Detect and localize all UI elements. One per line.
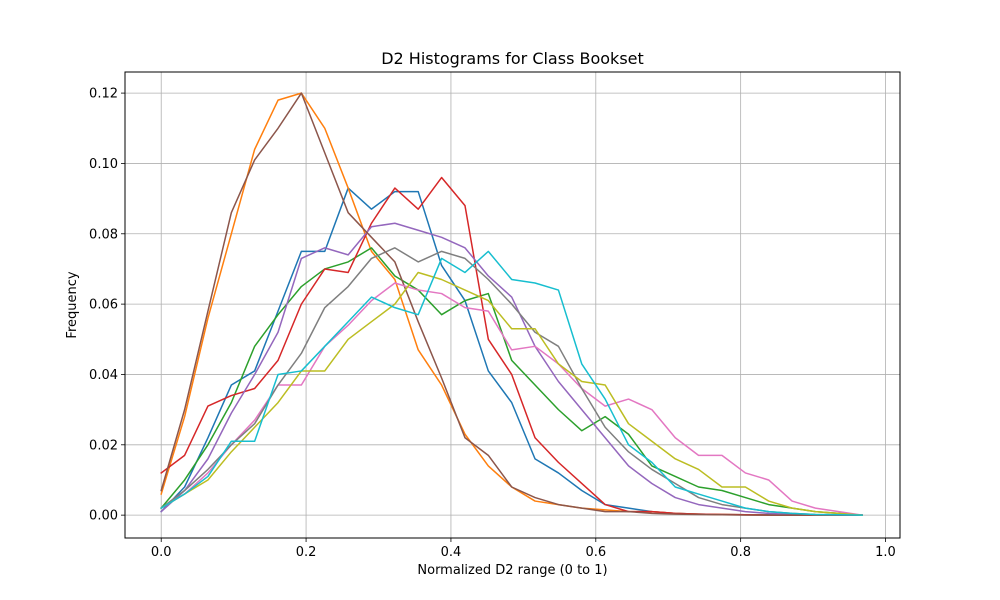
y-tick-label: 0.06 xyxy=(89,298,118,313)
x-axis-label: Normalized D2 range (0 to 1) xyxy=(417,563,607,578)
y-tick-label: 0.02 xyxy=(89,438,118,453)
plot-area-frame xyxy=(124,71,901,539)
x-tick-label: 0.4 xyxy=(441,545,462,560)
series-line-5 xyxy=(160,222,863,516)
y-tick-label: 0.04 xyxy=(89,368,118,383)
x-tick-label: 0.8 xyxy=(730,545,751,560)
y-tick-label: 0.12 xyxy=(89,87,118,102)
y-tick-label: 0.00 xyxy=(89,509,118,524)
data-series xyxy=(160,92,863,516)
series-line-6 xyxy=(160,92,863,516)
x-tick-label: 1.0 xyxy=(875,545,896,560)
y-tick-label: 0.08 xyxy=(89,227,118,242)
grid-lines xyxy=(125,72,900,538)
y-tick-label: 0.10 xyxy=(89,157,118,172)
series-line-3 xyxy=(160,247,863,516)
chart-title: D2 Histograms for Class Bookset xyxy=(381,49,644,68)
x-tick-label: 0.0 xyxy=(151,545,172,560)
series-line-10 xyxy=(160,250,863,516)
x-tick-label: 0.6 xyxy=(585,545,606,560)
x-tick-label: 0.2 xyxy=(296,545,317,560)
series-line-9 xyxy=(160,271,863,516)
y-axis-label: Frequency xyxy=(65,271,80,338)
axis-ticks: 0.0 0.2 0.4 0.6 0.8 1.0 0.00 0.02 0.04 0.06 0.08 0.… xyxy=(89,87,896,560)
